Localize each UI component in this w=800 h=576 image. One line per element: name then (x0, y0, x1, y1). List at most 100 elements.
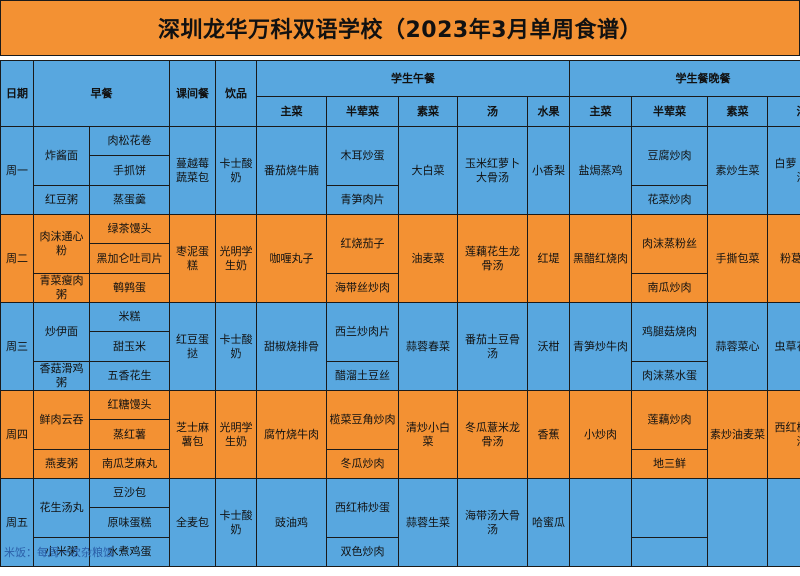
dinner-vegetable: 素炒生菜 (707, 126, 769, 215)
lunch-half-meat-1: 榄菜豆角炒肉 (326, 390, 399, 450)
day-row: 周二 肉沫通心粉 绿茶馒头 枣泥蛋糕 光明学生奶 咖喱丸子 红烧茄子 油麦菜 莲藕花生龙骨汤 红堤… (0, 214, 800, 303)
lunch-vegetable: 油麦菜 (398, 214, 458, 303)
lunch-vegetable: 清炒小白菜 (398, 390, 458, 479)
lunch-vegetable: 蒜蓉生菜 (398, 478, 458, 567)
dinner-main-dish: 黑醋红烧肉 (569, 214, 633, 303)
dinner-half-meat-1: 莲藕炒肉 (631, 390, 709, 450)
dinner-vegetable: 手撕包菜 (707, 214, 769, 303)
dinner-soup (767, 478, 800, 567)
menu-table: 日期 早餐 课间餐 饮品 学生午餐 学生餐晚餐 主菜 半荤菜 素菜 汤 水果 主… (0, 60, 800, 567)
breakfast-item-3: 水煮鸡蛋 (89, 537, 170, 567)
day-row: 黑加仑吐司片 (1, 243, 800, 274)
breakfast-item-2: 甜玉米 (89, 331, 170, 362)
breakfast-main-2: 燕麦粥 (33, 449, 90, 479)
snack-item: 枣泥蛋糕 (169, 214, 216, 303)
dinner-half-meat-2: 南瓜炒肉 (631, 273, 709, 303)
dinner-soup: 白萝卜龙骨汤 (767, 126, 800, 215)
header-lunch-soup: 汤 (457, 96, 528, 127)
drink-item: 卡士酸奶 (215, 302, 257, 391)
dinner-half-meat-1: 肉沫蒸粉丝 (631, 214, 709, 274)
dinner-half-meat-2: 花菜炒肉 (631, 185, 709, 215)
breakfast-main-1: 肉沫通心粉 (33, 214, 90, 274)
lunch-half-meat-2: 冬瓜炒肉 (326, 449, 399, 479)
lunch-vegetable: 大白菜 (398, 126, 458, 215)
dinner-half-meat-2 (631, 537, 709, 567)
breakfast-main-1: 鲜肉云吞 (33, 390, 90, 450)
day-row: 周一 炸酱面 肉松花卷 蔓越莓蔬菜包 卡士酸奶 番茄烧牛腩 木耳炒蛋 大白菜 玉米红萝卜大骨汤小… (0, 126, 800, 215)
day-label: 周四 (0, 390, 34, 479)
header-dinner-half: 半荤菜 (631, 96, 709, 127)
dinner-main-dish: 青笋炒牛肉 (569, 302, 633, 391)
header-lunch-veg: 素菜 (398, 96, 458, 127)
dinner-half-meat-1 (631, 478, 709, 538)
lunch-vegetable: 蒜蓉春菜 (398, 302, 458, 391)
breakfast-main-1: 炒伊面 (33, 302, 90, 362)
dinner-soup: 西红柿鸡蛋汤 (767, 390, 800, 479)
header-lunch: 学生午餐 (255, 60, 571, 97)
lunch-soup: 海带汤大骨汤 (457, 478, 528, 567)
breakfast-item-2: 蒸红薯 (89, 419, 170, 450)
day-row: 周四 鲜肉云吞 红糖馒头 芝士麻薯包 光明学生奶 腐竹烧牛肉 榄菜豆角炒肉 清炒小白菜 冬瓜薏米… (0, 390, 800, 479)
lunch-half-meat-2: 醋溜土豆丝 (326, 361, 399, 391)
page-title: 深圳龙华万科双语学校（2023年3月单周食谱） (0, 0, 800, 56)
dinner-main-dish: 盐焗蒸鸡 (569, 126, 633, 215)
breakfast-item-3: 南瓜芝麻丸 (89, 449, 170, 479)
header-snack: 课间餐 (169, 60, 216, 127)
dinner-vegetable (707, 478, 769, 567)
lunch-soup: 番茄土豆骨汤 (457, 302, 528, 391)
snack-item: 芝士麻薯包 (169, 390, 216, 479)
breakfast-item-1: 肉松花卷 (89, 126, 170, 156)
breakfast-item-1: 红糖馒头 (89, 390, 170, 420)
breakfast-item-1: 豆沙包 (89, 478, 170, 508)
lunch-half-meat-1: 西红柿炒蛋 (326, 478, 399, 538)
dinner-vegetable: 素炒油麦菜 (707, 390, 769, 479)
breakfast-item-2: 手抓饼 (89, 155, 170, 186)
day-row: 甜玉米 (1, 331, 800, 362)
drink-item: 卡士酸奶 (215, 478, 257, 567)
breakfast-main-2: 青菜瘦肉粥 (33, 273, 90, 303)
dinner-main-dish (569, 478, 633, 567)
breakfast-main-2: 小米粥 (33, 537, 90, 567)
lunch-main-dish: 腐竹烧牛肉 (256, 390, 327, 479)
day-row: 手抓饼 (1, 155, 800, 186)
dinner-half-meat-2: 地三鲜 (631, 449, 709, 479)
lunch-half-meat-2: 青笋肉片 (326, 185, 399, 215)
breakfast-main-2: 红豆粥 (33, 185, 90, 215)
header-dinner: 学生餐晚餐 (569, 60, 800, 97)
day-label: 周三 (0, 302, 34, 391)
drink-item: 光明学生奶 (215, 214, 257, 303)
day-row: 青菜瘦肉粥 鹌鹑蛋 海带丝炒肉 南瓜炒肉 (1, 273, 800, 303)
breakfast-item-2: 黑加仑吐司片 (89, 243, 170, 274)
header-lunch-main: 主菜 (256, 96, 327, 127)
lunch-half-meat-1: 红烧茄子 (326, 214, 399, 274)
day-label: 周五 (0, 478, 34, 567)
lunch-fruit: 小香梨 (526, 126, 571, 215)
header-breakfast: 早餐 (33, 60, 170, 127)
day-row: 小米粥 水煮鸡蛋 双色炒肉 (1, 537, 800, 567)
dinner-half-meat-1: 豆腐炒肉 (631, 126, 709, 186)
day-row: 红豆粥 蒸蛋羹 青笋肉片 花菜炒肉 (1, 185, 800, 215)
day-row: 蒸红薯 (1, 419, 800, 450)
lunch-main-dish: 番茄烧牛腩 (256, 126, 327, 215)
breakfast-item-3: 鹌鹑蛋 (89, 273, 170, 303)
lunch-soup: 冬瓜薏米龙骨汤 (457, 390, 528, 479)
drink-item: 光明学生奶 (215, 390, 257, 479)
dinner-half-meat-2: 肉沫蒸水蛋 (631, 361, 709, 391)
dinner-main-dish: 小炒肉 (569, 390, 633, 479)
day-row: 原味蛋糕 (1, 507, 800, 538)
lunch-fruit: 哈蜜瓜 (526, 478, 571, 567)
breakfast-item-3: 蒸蛋羹 (89, 185, 170, 215)
rice-note: 米饭：每周一次杂粮饭 (4, 546, 114, 559)
drink-item: 卡士酸奶 (215, 126, 257, 215)
dinner-soup: 粉葛鸡汤 (767, 214, 800, 303)
snack-item: 全麦包 (169, 478, 216, 567)
breakfast-main-1: 花生汤丸 (33, 478, 90, 538)
lunch-half-meat-1: 木耳炒蛋 (326, 126, 399, 186)
dinner-vegetable: 蒜蓉菜心 (707, 302, 769, 391)
dinner-soup: 虫草花鸡汤 (767, 302, 800, 391)
lunch-soup: 玉米红萝卜大骨汤 (457, 126, 528, 215)
day-label: 周二 (0, 214, 34, 303)
snack-item: 蔓越莓蔬菜包 (169, 126, 216, 215)
header-dinner-veg: 素菜 (707, 96, 769, 127)
lunch-fruit: 香蕉 (526, 390, 571, 479)
